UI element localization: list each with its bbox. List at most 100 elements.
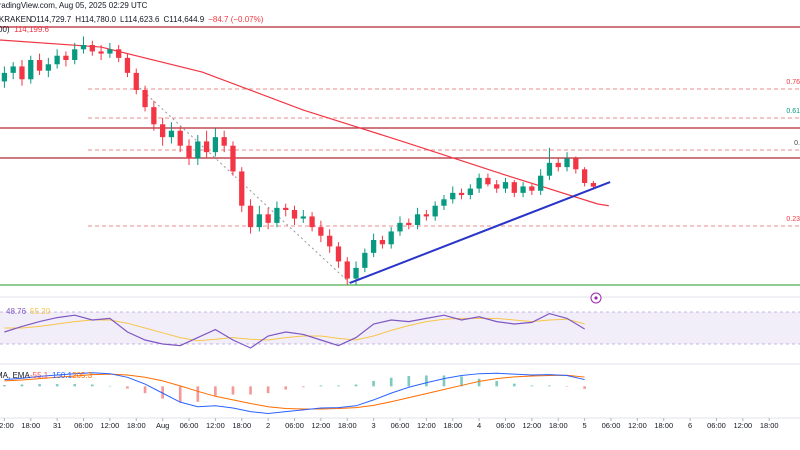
candle-body — [45, 64, 51, 71]
candle-body — [221, 137, 227, 146]
x-tick-label: 06:00 — [285, 421, 304, 430]
macd-histogram-bar — [73, 384, 77, 387]
candle-body — [485, 177, 491, 185]
macd-histogram-bar — [319, 385, 323, 387]
fib-label: 0. — [794, 140, 800, 147]
macd-histogram-bar — [530, 385, 534, 387]
macd-signal-value: 205.3 — [72, 371, 93, 380]
x-tick-label: 31 — [53, 421, 61, 430]
macd-histogram-bar — [178, 386, 182, 403]
macd-value: 150.1 — [52, 371, 73, 380]
candle-body — [529, 186, 535, 191]
candle-body — [581, 169, 588, 184]
candle-body — [203, 141, 210, 153]
macd-histogram-bar — [460, 376, 463, 387]
macd-histogram-bar — [90, 384, 94, 387]
x-tick-label: 12:00 — [0, 421, 14, 430]
macd-histogram-bar — [548, 385, 551, 387]
candle-body — [300, 216, 306, 219]
candle-body — [63, 55, 69, 60]
macd-histogram-bar — [55, 384, 59, 387]
candle-body — [116, 49, 122, 58]
candle-body — [397, 222, 403, 232]
x-tick-label: 06:00 — [602, 421, 621, 430]
x-tick-label: 06:00 — [74, 421, 93, 430]
fib-label: 0.23 — [786, 216, 800, 223]
macd-histogram-bar — [354, 384, 358, 387]
candle-body — [318, 227, 324, 236]
x-tick-label: 2 — [266, 421, 270, 430]
fib-label: 0.76 — [786, 79, 800, 86]
candle-body — [476, 177, 482, 189]
candle-body — [36, 60, 43, 71]
candle-body — [19, 66, 25, 80]
candle-body — [370, 240, 377, 253]
x-tick-label: 12:00 — [100, 421, 119, 430]
macd-histogram-bar — [407, 375, 411, 387]
candle-body — [160, 124, 166, 138]
x-tick-label: 12:00 — [417, 421, 436, 430]
candle-body — [494, 184, 500, 189]
candle-body — [239, 171, 245, 206]
candle-body — [107, 49, 113, 54]
macd-signal-line — [4, 373, 585, 410]
macd-line — [4, 372, 585, 414]
candle-body — [335, 246, 342, 262]
rsi-ma-line — [4, 317, 585, 342]
macd-histogram-bar — [196, 386, 200, 402]
macd-histogram-bar — [425, 375, 428, 387]
macd-histogram-bar — [126, 386, 129, 389]
macd-histogram-bar — [266, 386, 270, 394]
macd-histogram-bar — [231, 386, 235, 395]
candle-body — [573, 158, 579, 170]
header-symbol: · KRAKEN — [0, 15, 32, 24]
macd-histogram-bar — [583, 386, 586, 389]
macd-histogram-bar — [565, 386, 569, 387]
x-tick-label: 18:00 — [232, 421, 251, 430]
candle-body — [511, 182, 517, 193]
candle-body — [309, 216, 315, 228]
x-tick-label: 4 — [477, 421, 481, 430]
macd-histogram-bar — [372, 380, 375, 387]
header-value: −84.7 (−0.07%) — [208, 15, 263, 24]
header-value: H114,780.0 — [75, 15, 116, 24]
candle-body — [432, 205, 438, 217]
macd-histogram-bar — [38, 384, 41, 387]
candle-body — [555, 162, 561, 168]
macd-histogram-bar — [20, 384, 24, 387]
candle-body — [423, 214, 430, 217]
header-source: TradingView.com, Aug 05, 2025 02:29 UTC — [0, 1, 148, 10]
rsi-value: 48.76 — [6, 307, 27, 316]
candle-body — [256, 214, 262, 228]
macd-histogram-bar — [3, 384, 6, 387]
macd-histogram-bar — [249, 386, 252, 395]
candle-body — [247, 205, 254, 228]
candle-body — [1, 72, 8, 82]
x-tick-label: 06:00 — [180, 421, 199, 430]
trendline — [349, 181, 611, 284]
rsi-line — [4, 312, 585, 349]
candle-body — [89, 45, 95, 52]
candle-body — [388, 231, 394, 245]
candle-body — [414, 214, 421, 225]
candle-body — [212, 137, 219, 153]
sma-value: 114,199.6 — [14, 25, 50, 34]
alert-icon-dot — [594, 296, 598, 300]
macd-histogram-bar — [477, 378, 481, 387]
candle-body — [10, 66, 16, 73]
candle-body — [177, 130, 183, 146]
candle-body — [362, 252, 368, 268]
macd-histogram-bar — [214, 386, 217, 396]
fib-label: 0.61 — [786, 108, 800, 115]
candle-body — [230, 145, 236, 172]
candle-body — [291, 210, 298, 219]
candle-body — [344, 261, 350, 279]
x-tick-label: 18:00 — [654, 421, 673, 430]
candle-body — [520, 186, 526, 193]
candle-body — [327, 235, 333, 247]
macd-histogram-bar — [337, 385, 340, 387]
x-tick-label: 18:00 — [443, 421, 462, 430]
x-tick-label: 12:00 — [311, 421, 330, 430]
candle-body — [546, 162, 553, 176]
